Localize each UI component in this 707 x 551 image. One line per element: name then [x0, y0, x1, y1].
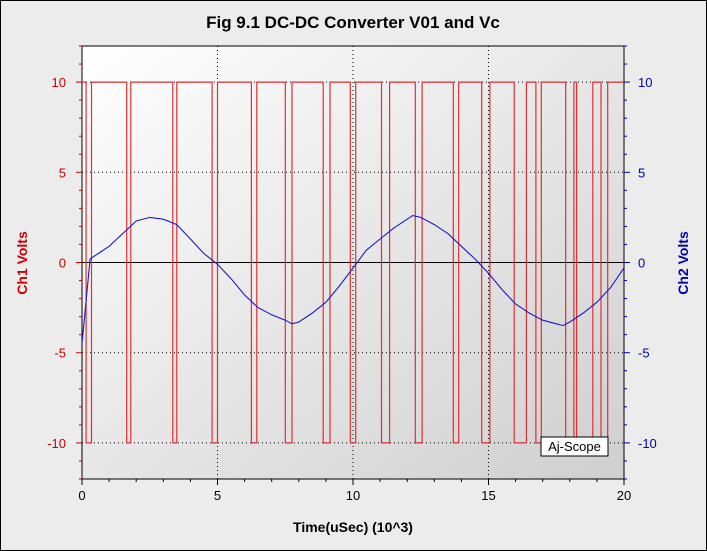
x-tick-label: 20	[617, 488, 631, 503]
y-right-tick-label: -5	[638, 346, 650, 361]
y-left-tick-label: 5	[59, 165, 66, 180]
x-tick-label: 0	[78, 488, 85, 503]
x-tick-label: 5	[214, 488, 221, 503]
watermark-box: Aj-Scope	[540, 436, 609, 457]
series-ch2-line	[82, 215, 624, 344]
tick-layer	[76, 45, 630, 485]
right-axis-title: Ch2 Volts	[675, 231, 691, 295]
series-ch1-line	[82, 81, 624, 444]
y-right-tick-label: 5	[638, 165, 645, 180]
x-tick-label: 10	[346, 488, 360, 503]
y-left-tick-label: 0	[59, 256, 66, 271]
y-left-tick-label: 10	[52, 75, 66, 90]
y-right-tick-label: 0	[638, 256, 645, 271]
tick-label-layer: 0 5 10 15 20 10 5 0 -5 -10 10 5 0 -5 -10	[47, 75, 657, 503]
y-right-tick-label: -10	[638, 436, 657, 451]
x-axis-title: Time(uSec) (10^3)	[293, 519, 413, 535]
y-left-tick-label: -10	[47, 436, 66, 451]
y-left-tick-label: -5	[54, 346, 66, 361]
left-axis-title: Ch1 Volts	[14, 231, 30, 295]
watermark-label: Aj-Scope	[548, 439, 601, 454]
chart-title: Fig 9.1 DC-DC Converter V01 and Vc	[206, 13, 500, 32]
series-layer	[82, 81, 624, 444]
y-right-tick-label: 10	[638, 75, 652, 90]
x-tick-label: 15	[481, 488, 495, 503]
